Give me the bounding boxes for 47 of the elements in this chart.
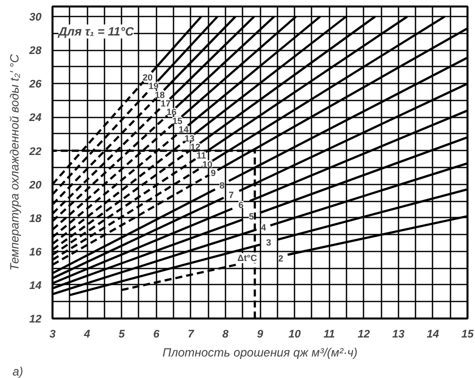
x-tick-label: 3 — [49, 328, 56, 340]
x-tick-label: 8 — [222, 328, 230, 340]
y-tick-label: 12 — [29, 314, 42, 326]
y-axis-title: Температура охлажденной воды t₂′ °C — [7, 54, 22, 271]
annotation: 18 — [154, 90, 165, 100]
annotation: 2 — [278, 254, 284, 264]
annotation: 10 — [202, 159, 212, 170]
annotation: 12 — [190, 142, 200, 152]
y-tick-label: 24 — [28, 112, 42, 124]
y-tick-label: 16 — [29, 246, 42, 258]
x-tick-label: 15 — [461, 328, 474, 340]
annotation: 6 — [238, 200, 244, 210]
annotation: 17 — [160, 98, 171, 109]
y-tick-label: 18 — [29, 212, 42, 225]
x-tick-label: 5 — [118, 328, 126, 340]
annotation: Δt°C — [237, 253, 258, 264]
y-tick-label: 14 — [29, 280, 42, 292]
annotation: 11 — [196, 150, 206, 161]
x-tick-label: 7 — [188, 328, 195, 340]
y-tick-label: 28 — [28, 45, 42, 58]
x-tick-label: 6 — [153, 328, 160, 340]
annotation: Для τ₁ = 11°C — [58, 24, 134, 38]
annotation: 5 — [248, 212, 254, 222]
annotation: 13 — [184, 133, 194, 144]
annotation: 8 — [219, 180, 224, 191]
annotation: 20 — [142, 72, 153, 82]
annotation: 14 — [178, 124, 189, 135]
x-tick-label: 10 — [288, 328, 302, 340]
y-tick-label: 20 — [28, 179, 42, 192]
annotation: 9 — [210, 168, 216, 178]
annotation: 7 — [228, 190, 234, 200]
x-tick-label: 11 — [323, 328, 335, 340]
text: а) — [12, 364, 24, 378]
y-tick-label: 26 — [28, 78, 42, 91]
x-tick-label: 14 — [426, 328, 440, 340]
annotation: 4 — [260, 222, 266, 233]
y-tick-label: 22 — [28, 146, 42, 158]
x-tick-label: 12 — [358, 328, 370, 340]
y-tick-label: 30 — [29, 12, 42, 24]
annotation: 15 — [172, 116, 182, 126]
annotation: 3 — [266, 238, 272, 248]
x-tick-label: 4 — [83, 328, 90, 340]
annotation: 16 — [166, 107, 176, 118]
annotation: 19 — [148, 81, 158, 92]
x-tick-label: 13 — [392, 328, 404, 340]
x-tick-label: 9 — [256, 328, 264, 340]
x-axis-title: Плотность орошения qж м³/(м²·ч) — [162, 346, 358, 360]
